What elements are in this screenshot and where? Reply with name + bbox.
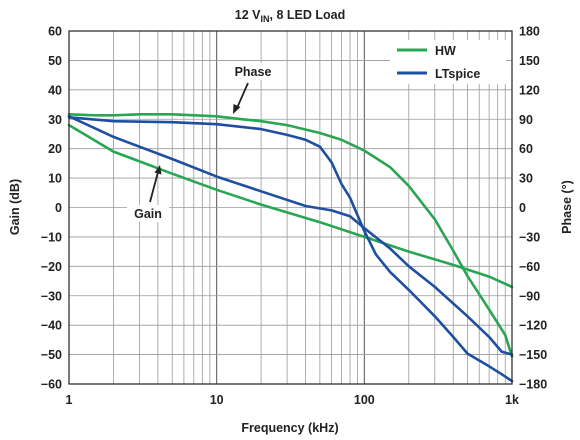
y-tick-label-right: −120 [519,319,547,333]
series-line-ltspice-phase [67,116,514,383]
y-tick-label-right: −90 [519,289,540,303]
y-tick-label-right: 180 [519,25,540,39]
y-tick-label-right: 90 [519,113,533,127]
phase-annotation-bg [228,63,278,80]
y-tick-label-right: 0 [519,201,526,215]
y-tick-label-right: 60 [519,142,533,156]
y-tick-label-right: −180 [519,378,547,392]
y-tick-label-left: 10 [48,172,62,186]
phase-annotation: Phase [228,63,278,114]
gain-annotation: Gain [127,165,169,222]
y-tick-label-right: −30 [519,230,540,244]
y-tick-label-left: 50 [48,54,62,68]
y-tick-labels-left: 60 50 40 30 20 10 0 −10 −20 −30 −40 −50 −60 [41,25,62,392]
plot-frame [68,30,513,385]
y-tick-label-left: −20 [41,260,62,274]
y-tick-label-right: 150 [519,54,540,68]
y-axis-title-right: Phase (°) [560,180,574,234]
gain-annotation-arrow [149,171,159,203]
y-tick-label-left: −40 [41,319,62,333]
gain-annotation-label: Gain [134,207,162,221]
y-tick-label-right: 120 [519,83,540,97]
y-tick-label-left: 40 [48,83,62,97]
x-tick-label: 100 [354,393,375,407]
x-tick-label: 1 [66,393,73,407]
y-tick-label-right: −60 [519,260,540,274]
phase-annotation-arrowhead [233,104,241,114]
legend-box [390,40,506,84]
phase-annotation-label: Phase [235,65,272,79]
y-tick-label-left: 60 [48,25,62,39]
y-tick-label-right: −150 [519,348,547,362]
series-line-hw-gain [67,123,514,289]
y-tick-label-left: −50 [41,348,62,362]
y-tick-label-left: 20 [48,142,62,156]
x-tick-label: 10 [210,393,224,407]
chart-title: 12 VIN, 8 LED Load [235,8,345,24]
legend-label-hw: HW [435,44,456,58]
gain-annotation-arrowhead [154,165,162,175]
x-axis-title: Frequency (kHz) [241,421,338,435]
y-tick-label-left: 0 [55,201,62,215]
series-line-hw-phase [67,113,514,358]
y-tick-label-right: 30 [519,172,533,186]
y-tick-label-left: −60 [41,378,62,392]
series-line-ltspice-gain [67,115,514,356]
y-tick-label-left: −30 [41,289,62,303]
phase-annotation-arrow [236,82,249,109]
series-lines [67,113,514,383]
y-tick-labels-right: 180 150 120 90 60 30 0 −30 −60 −90 −120 −150 −180 [519,25,547,392]
gain-annotation-bg [127,205,169,222]
y-tick-label-left: 30 [48,113,62,127]
x-tick-labels: 1 10 100 1k [66,393,519,407]
x-tick-label: 1k [505,393,519,407]
y-tick-label-left: −10 [41,230,62,244]
legend: HW LTspice [390,40,506,84]
y-axis-title-left: Gain (dB) [8,179,22,235]
legend-label-ltspice: LTspice [435,67,480,81]
